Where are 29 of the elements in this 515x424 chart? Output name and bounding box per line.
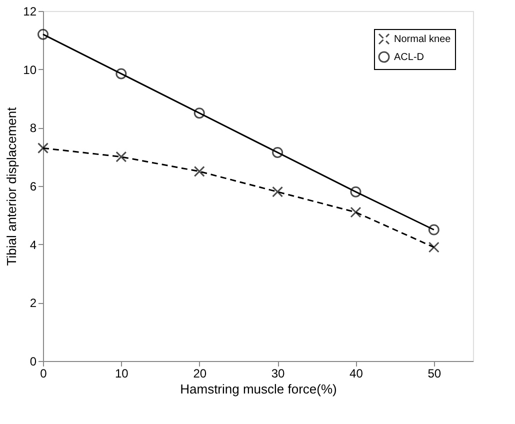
point xyxy=(38,28,48,40)
point xyxy=(272,146,284,158)
y-tick-label: 12 xyxy=(23,4,37,18)
y-tick-label: 6 xyxy=(30,180,37,194)
y-tick-label: 8 xyxy=(30,121,37,136)
x-tick-label: 40 xyxy=(350,366,364,380)
y-tick-label: 4 xyxy=(30,238,37,252)
point xyxy=(38,142,48,154)
x-axis-title: Hamstring muscle force(%) xyxy=(180,382,337,396)
x-tick-label: 10 xyxy=(115,366,129,380)
legend-label: ACL-D xyxy=(394,52,424,63)
legend-label: Normal knee xyxy=(394,34,452,45)
x-tick-label: 0 xyxy=(40,366,48,380)
y-tick-label: 0 xyxy=(30,354,37,368)
y-tick-label: 10 xyxy=(23,62,37,77)
point xyxy=(194,108,205,119)
y-tick-label: 2 xyxy=(30,296,37,310)
point xyxy=(272,186,284,198)
point xyxy=(428,242,440,253)
point xyxy=(350,206,362,218)
y-axis-title: Tibial anterior displacement xyxy=(4,106,20,266)
point xyxy=(194,166,205,177)
x-tick-label: 50 xyxy=(428,366,442,380)
point xyxy=(350,186,362,198)
point xyxy=(116,68,127,80)
x-tick-label: 20 xyxy=(193,366,207,380)
point xyxy=(116,151,127,162)
x-tick-label: 30 xyxy=(271,366,286,380)
point xyxy=(428,224,440,236)
